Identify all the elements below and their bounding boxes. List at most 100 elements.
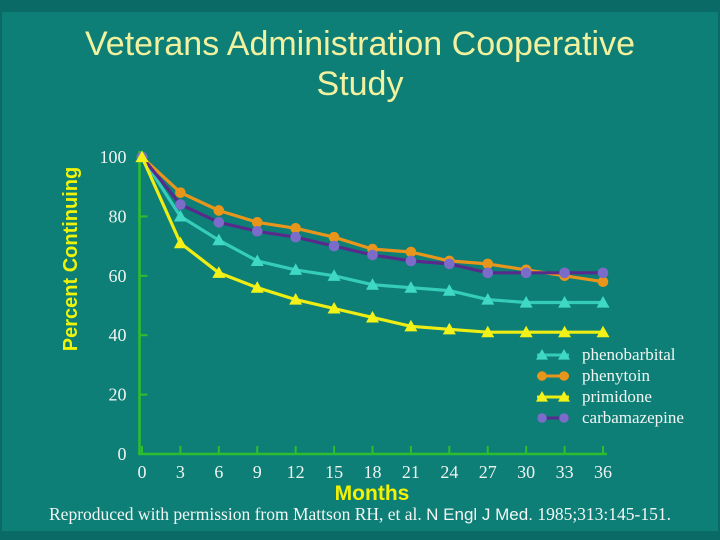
slide-border-top bbox=[0, 0, 720, 12]
data-point-marker bbox=[328, 240, 340, 252]
data-point-marker bbox=[367, 249, 378, 261]
slide-title-line1: Veterans Administration Cooperative bbox=[85, 25, 635, 63]
legend-label-phenobarbital: phenobarbital bbox=[582, 344, 676, 364]
axes bbox=[138, 151, 607, 456]
legend-item-phenobarbital: phenobarbital bbox=[533, 344, 684, 365]
y-tick-label: 100 bbox=[100, 147, 127, 167]
legend-label-phenytoin: phenytoin bbox=[582, 365, 650, 385]
slide-border-left bbox=[0, 0, 2, 540]
data-point-marker bbox=[405, 246, 417, 258]
data-point-marker bbox=[366, 310, 379, 323]
x-tick-label: 36 bbox=[594, 462, 612, 482]
data-point-marker bbox=[404, 281, 418, 293]
data-point-marker bbox=[327, 269, 341, 281]
x-tick-label: 12 bbox=[287, 462, 305, 482]
data-point-marker bbox=[537, 412, 547, 423]
x-tick-label: 27 bbox=[479, 462, 497, 482]
y-tick-label: 20 bbox=[109, 385, 127, 405]
data-point-marker bbox=[537, 370, 547, 381]
data-point-marker bbox=[519, 296, 533, 308]
slide-title: Veterans Administration Cooperative Stud… bbox=[0, 24, 720, 104]
data-point-marker bbox=[558, 348, 570, 360]
data-point-marker bbox=[251, 217, 263, 228]
caption-text: Reproduced with permission from Mattson … bbox=[49, 504, 427, 524]
data-point-marker bbox=[597, 276, 609, 288]
y-tick-label: 0 bbox=[118, 444, 127, 464]
x-tick-label: 33 bbox=[556, 462, 574, 482]
data-point-marker bbox=[558, 296, 572, 308]
legend-label-primidone: primidone bbox=[582, 386, 652, 406]
data-point-marker bbox=[596, 325, 610, 338]
data-point-marker bbox=[444, 258, 455, 270]
data-point-marker bbox=[559, 370, 569, 381]
legend-item-primidone: primidone bbox=[533, 386, 684, 407]
x-tick-label: 21 bbox=[402, 462, 420, 482]
y-tick-label: 60 bbox=[109, 266, 127, 286]
data-point-marker bbox=[290, 222, 301, 234]
legend-item-carbamazepine: carbamazepine bbox=[533, 407, 684, 428]
data-point-marker bbox=[250, 281, 264, 293]
data-point-marker bbox=[442, 284, 456, 296]
series-carbamazepine bbox=[136, 151, 609, 279]
legend: phenobarbital phenytoin primidone carbamaze… bbox=[533, 344, 684, 428]
data-point-marker bbox=[559, 267, 570, 279]
data-point-marker bbox=[558, 390, 570, 402]
series-primidone bbox=[135, 150, 610, 338]
legend-marker-icon-phenobarbital bbox=[536, 348, 570, 360]
data-point-marker bbox=[481, 325, 495, 338]
x-tick-label: 3 bbox=[176, 462, 185, 482]
data-point-marker bbox=[366, 278, 379, 290]
data-point-marker bbox=[559, 412, 569, 423]
data-point-marker bbox=[482, 258, 494, 270]
series-phenytoin bbox=[136, 151, 609, 288]
data-point-marker bbox=[442, 322, 456, 335]
data-point-marker bbox=[519, 325, 533, 338]
legend-marker-icon-phenytoin bbox=[537, 370, 569, 381]
data-point-marker bbox=[250, 254, 264, 267]
data-point-marker bbox=[536, 348, 548, 360]
data-point-marker bbox=[536, 390, 548, 402]
data-point-marker bbox=[481, 293, 495, 305]
data-point-marker bbox=[289, 293, 303, 305]
data-point-marker bbox=[482, 267, 494, 279]
data-point-marker bbox=[173, 236, 187, 249]
legend-marker-icon-primidone bbox=[536, 390, 570, 402]
source-caption: Reproduced with permission from Mattson … bbox=[0, 504, 720, 525]
data-point-marker bbox=[290, 231, 301, 243]
data-point-marker bbox=[135, 150, 149, 163]
data-point-marker bbox=[173, 209, 187, 222]
caption-journal: N Engl J Med. bbox=[426, 505, 533, 524]
x-tick-label: 24 bbox=[440, 462, 458, 482]
legend-marker-icon-carbamazepine bbox=[537, 412, 569, 423]
x-tick-label: 15 bbox=[325, 462, 343, 482]
x-axis-title: Months bbox=[334, 482, 410, 505]
data-point-marker bbox=[251, 225, 263, 237]
slide-border-bottom bbox=[0, 531, 720, 540]
data-point-marker bbox=[212, 266, 226, 278]
series-phenobarbital bbox=[135, 150, 610, 308]
data-point-marker bbox=[175, 199, 186, 210]
data-point-marker bbox=[520, 267, 532, 279]
data-point-marker bbox=[175, 187, 186, 198]
data-point-marker bbox=[596, 296, 610, 308]
y-tick-label: 40 bbox=[109, 325, 127, 345]
data-point-marker bbox=[597, 267, 609, 279]
x-tick-label: 30 bbox=[517, 462, 535, 482]
data-point-marker bbox=[405, 255, 417, 267]
data-point-marker bbox=[404, 319, 418, 332]
x-tick-label: 6 bbox=[214, 462, 223, 482]
data-point-marker bbox=[327, 301, 341, 314]
data-point-marker bbox=[213, 205, 225, 216]
data-point-marker bbox=[328, 231, 340, 243]
slide-title-line2: Study bbox=[316, 65, 404, 103]
x-tick-label: 0 bbox=[138, 462, 147, 482]
data-point-marker bbox=[558, 325, 572, 338]
y-tick-label: 80 bbox=[109, 206, 127, 226]
legend-label-carbamazepine: carbamazepine bbox=[582, 407, 684, 427]
data-point-marker bbox=[212, 233, 226, 246]
x-tick-label: 18 bbox=[364, 462, 382, 482]
caption-citation: 1985;313:145-151. bbox=[532, 504, 671, 524]
slide-border-right bbox=[718, 0, 720, 540]
